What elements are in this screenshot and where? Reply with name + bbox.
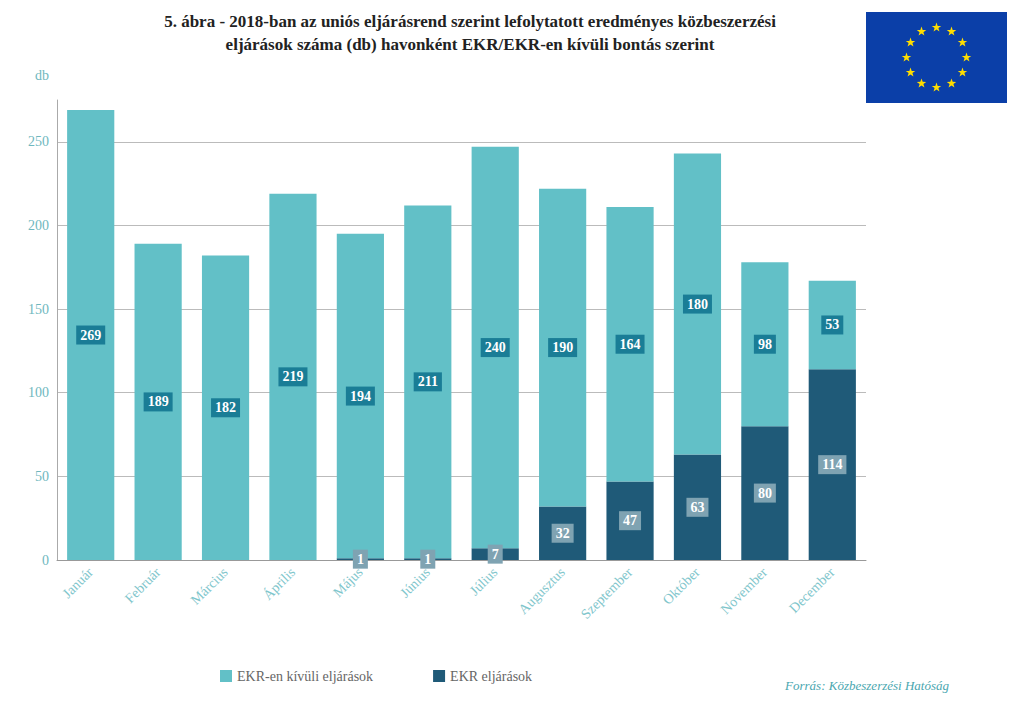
svg-text:98: 98 xyxy=(758,337,772,352)
svg-text:63: 63 xyxy=(690,500,704,515)
svg-text:269: 269 xyxy=(80,328,101,343)
svg-text:Január: Január xyxy=(60,564,97,601)
svg-text:December: December xyxy=(786,564,837,615)
svg-text:Május: Május xyxy=(330,565,365,600)
svg-text:250: 250 xyxy=(28,134,49,149)
svg-text:Augusztus: Augusztus xyxy=(516,565,568,617)
svg-text:EKR-en kívüli eljárások: EKR-en kívüli eljárások xyxy=(237,669,373,684)
svg-text:Február: Február xyxy=(122,564,164,606)
svg-text:150: 150 xyxy=(28,302,49,317)
svg-text:November: November xyxy=(718,564,771,617)
svg-text:Június: Június xyxy=(397,565,433,601)
svg-text:Március: Március xyxy=(188,565,231,608)
svg-text:eljárások száma (db) havonként: eljárások száma (db) havonként EKR/EKR-e… xyxy=(226,35,715,54)
svg-text:182: 182 xyxy=(215,400,236,415)
svg-text:80: 80 xyxy=(758,486,772,501)
svg-text:Október: Október xyxy=(660,564,703,607)
svg-text:194: 194 xyxy=(350,389,371,404)
svg-text:db: db xyxy=(35,68,49,83)
svg-text:211: 211 xyxy=(418,374,438,389)
svg-text:1: 1 xyxy=(424,552,431,567)
svg-text:189: 189 xyxy=(148,394,169,409)
svg-text:Július: Július xyxy=(467,565,501,599)
svg-text:7: 7 xyxy=(492,547,499,562)
svg-text:EKR eljárások: EKR eljárások xyxy=(450,669,532,684)
svg-text:53: 53 xyxy=(825,317,839,332)
svg-text:114: 114 xyxy=(822,457,842,472)
svg-text:50: 50 xyxy=(35,469,49,484)
svg-text:219: 219 xyxy=(282,369,303,384)
svg-text:0: 0 xyxy=(42,553,49,568)
svg-text:Forrás: Közbeszerzési Hatóság: Forrás: Közbeszerzési Hatóság xyxy=(784,678,949,693)
svg-text:5. ábra - 2018-ban az uniós el: 5. ábra - 2018-ban az uniós eljárásrend … xyxy=(164,12,776,31)
svg-text:164: 164 xyxy=(620,337,641,352)
svg-text:Április: Április xyxy=(259,564,298,603)
svg-text:200: 200 xyxy=(28,218,49,233)
svg-text:240: 240 xyxy=(485,340,506,355)
svg-text:Szeptember: Szeptember xyxy=(578,564,636,622)
svg-text:180: 180 xyxy=(687,297,708,312)
svg-text:32: 32 xyxy=(556,526,570,541)
svg-text:47: 47 xyxy=(623,513,637,528)
svg-text:190: 190 xyxy=(552,340,573,355)
svg-text:100: 100 xyxy=(28,385,49,400)
svg-text:1: 1 xyxy=(357,552,364,567)
